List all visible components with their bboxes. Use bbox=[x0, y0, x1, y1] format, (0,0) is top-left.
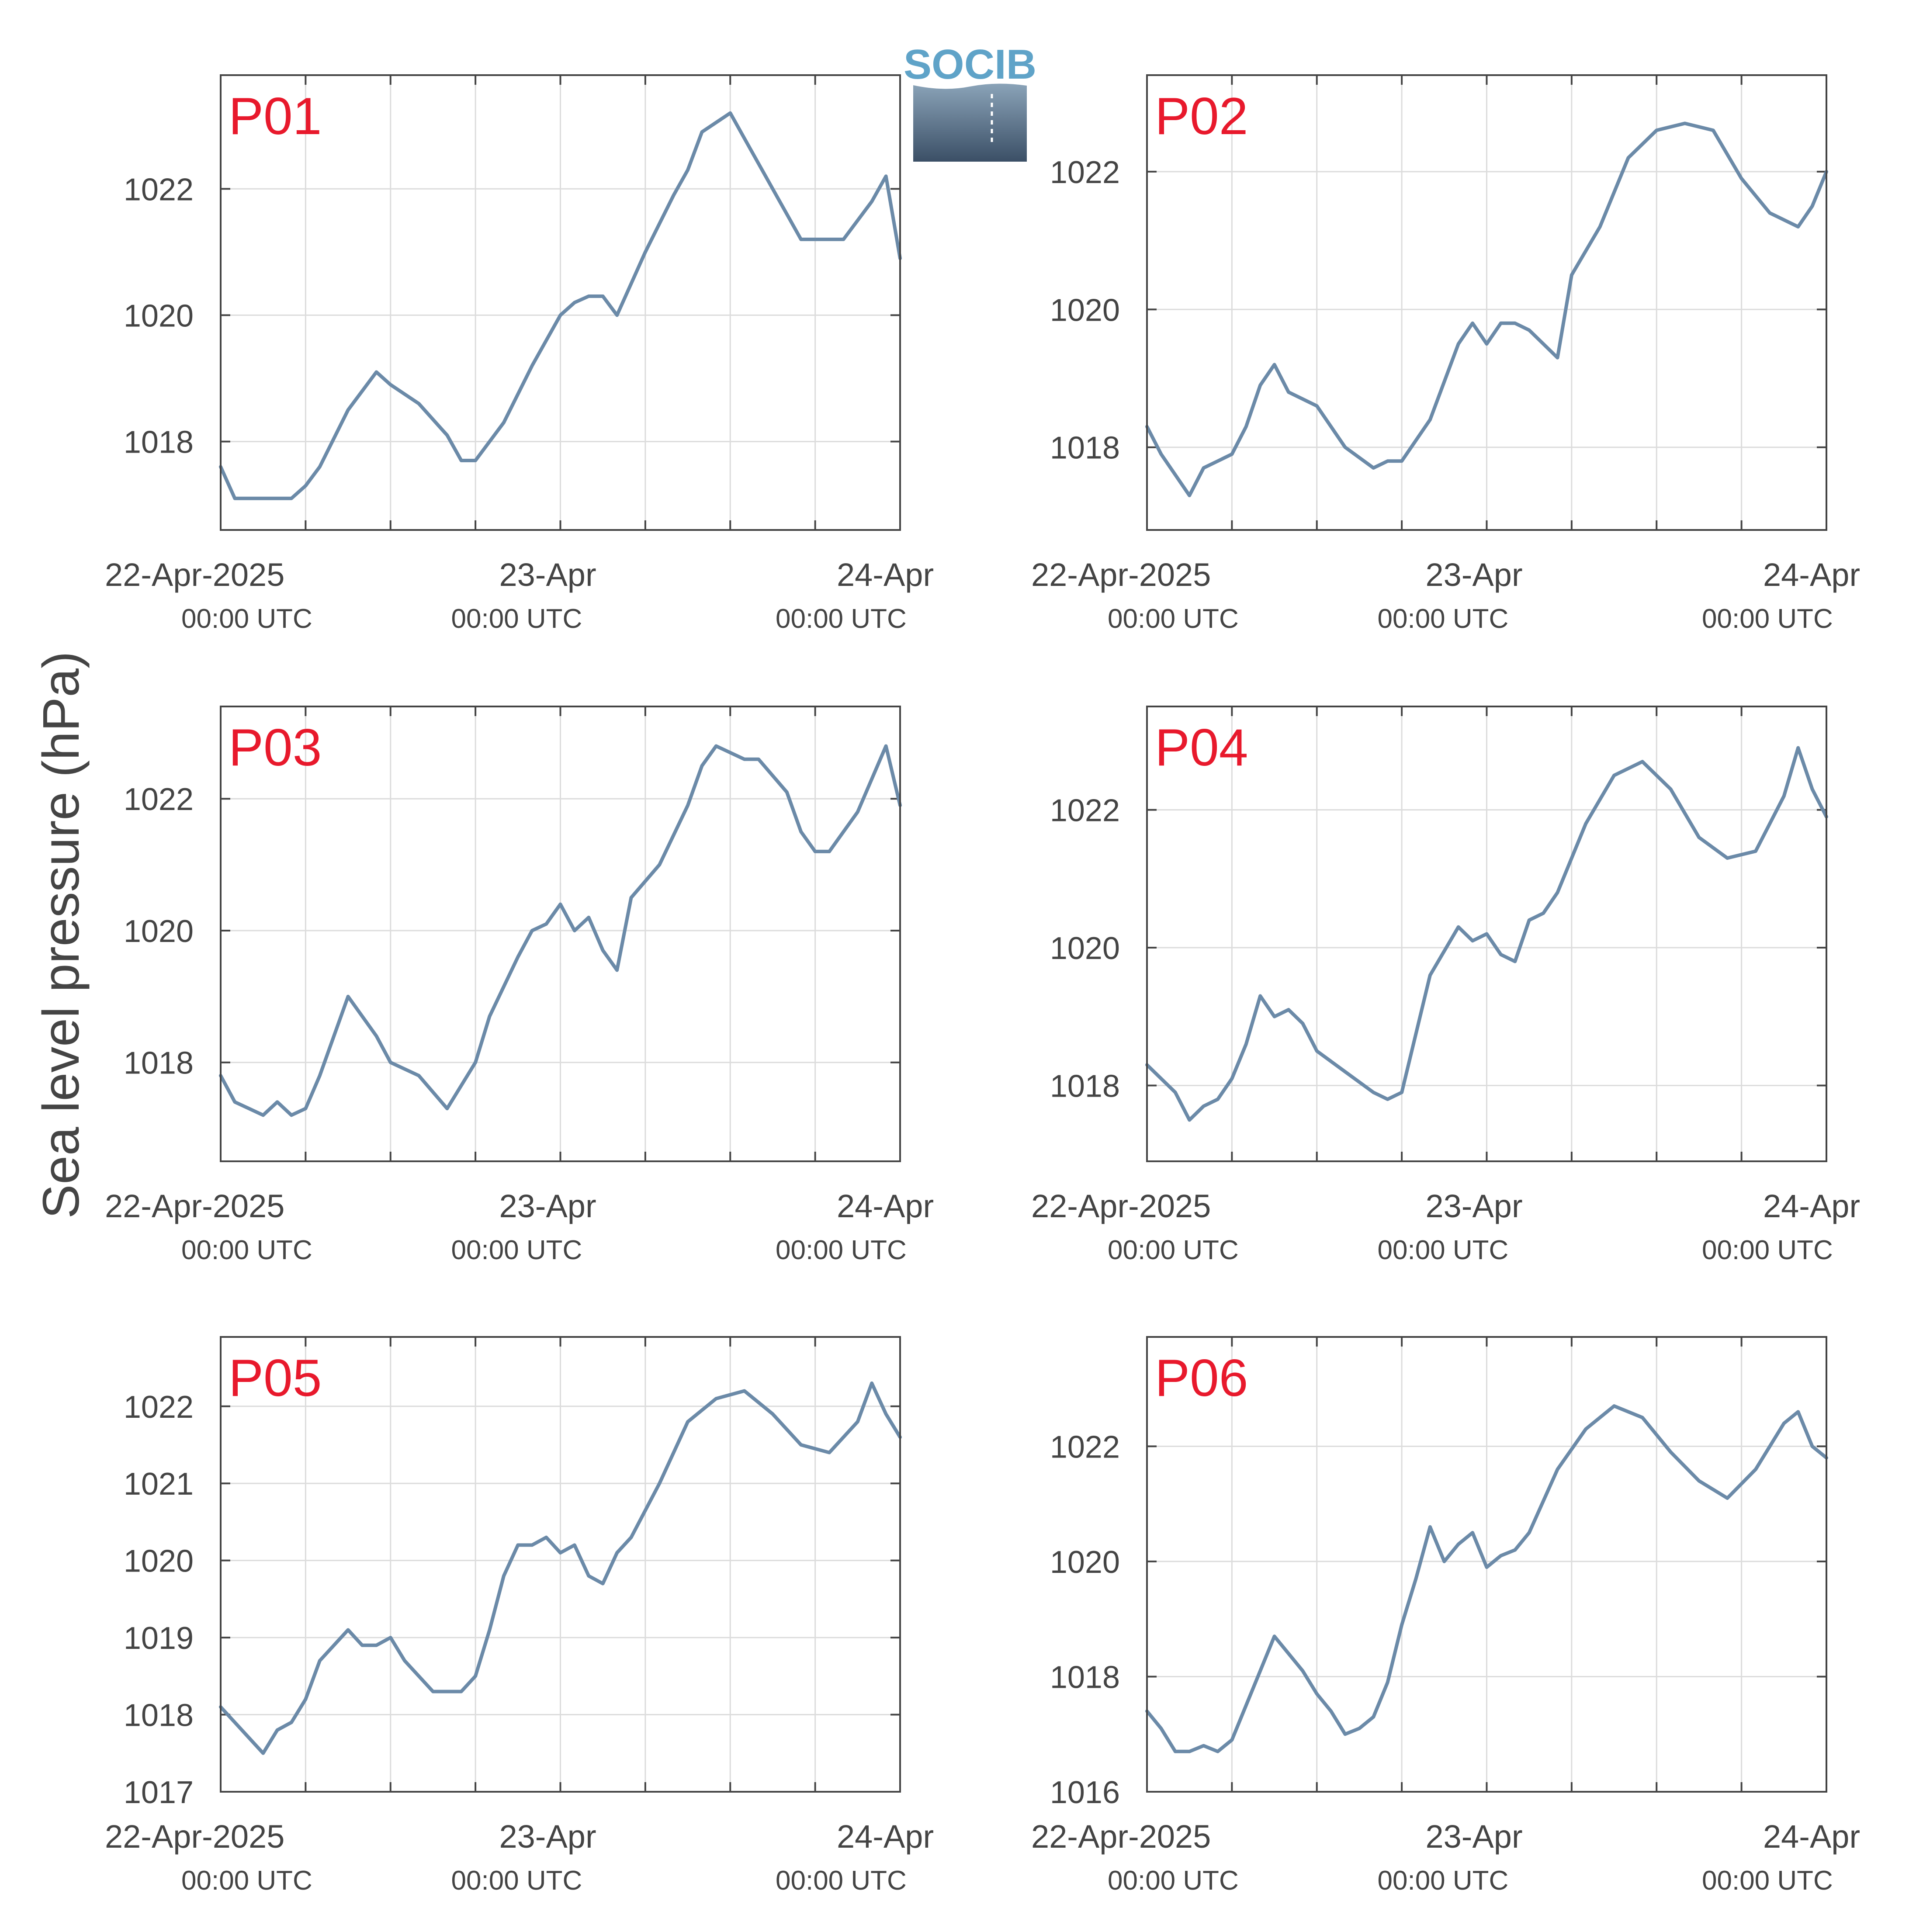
x-tick-label-date: 24-Apr bbox=[1763, 1818, 1860, 1855]
y-tick-label: 1022 bbox=[124, 1390, 194, 1425]
y-tick-label: 1020 bbox=[1050, 931, 1120, 966]
axes-frame bbox=[1146, 706, 1827, 1162]
panel-p04: 1018 1020 1022 22-Apr-2025 00:00 UTC 23-Apr 00… bbox=[1031, 706, 1860, 1265]
series-line bbox=[1145, 1404, 1828, 1753]
y-tick-label: 1018 bbox=[1050, 431, 1120, 466]
x-tick-label-time: 00:00 UTC bbox=[181, 1235, 312, 1265]
socib-logo-text: SOCIB bbox=[904, 41, 1036, 88]
y-tick-label: 1018 bbox=[1050, 1069, 1120, 1104]
x-tick-label-time: 00:00 UTC bbox=[776, 1866, 907, 1896]
x-tick-label-date: 22-Apr-2025 bbox=[105, 557, 284, 593]
y-tick-label: 1022 bbox=[124, 172, 194, 207]
panel-p01: 1018 1020 1022 22-Apr-2025 00:00 UTC 23-Apr 00… bbox=[105, 74, 934, 634]
panel-label: P03 bbox=[229, 718, 322, 777]
x-tick-label-date: 23-Apr bbox=[1426, 1818, 1523, 1855]
series-line bbox=[1145, 746, 1828, 1122]
y-tick-label: 1020 bbox=[124, 1544, 194, 1579]
x-tick-label-time: 00:00 UTC bbox=[181, 604, 312, 634]
x-tick-label-time: 00:00 UTC bbox=[1378, 1866, 1509, 1896]
axes-frame bbox=[220, 74, 901, 531]
x-tick-label-date: 24-Apr bbox=[1763, 557, 1860, 593]
x-tick-label-date: 23-Apr bbox=[1426, 557, 1523, 593]
panel-label: P01 bbox=[229, 87, 322, 145]
x-tick-label-time: 00:00 UTC bbox=[776, 604, 907, 634]
x-tick-label-time: 00:00 UTC bbox=[181, 1866, 312, 1896]
axes-frame bbox=[220, 1336, 901, 1793]
axes-frame bbox=[1146, 74, 1827, 531]
x-tick-label-time: 00:00 UTC bbox=[451, 1866, 582, 1896]
y-tick-label: 1018 bbox=[124, 1046, 194, 1081]
x-tick-label-date: 22-Apr-2025 bbox=[105, 1818, 284, 1855]
x-tick-label-time: 00:00 UTC bbox=[1108, 604, 1239, 634]
series-line bbox=[219, 744, 902, 1117]
y-tick-label: 1020 bbox=[124, 298, 194, 333]
y-tick-label: 1018 bbox=[124, 1698, 194, 1733]
y-tick-label: 1022 bbox=[1050, 155, 1120, 190]
x-tick-label-time: 00:00 UTC bbox=[451, 1235, 582, 1265]
x-tick-label-date: 22-Apr-2025 bbox=[105, 1188, 284, 1224]
x-tick-label-date: 23-Apr bbox=[499, 557, 596, 593]
y-tick-label: 1018 bbox=[1050, 1660, 1120, 1695]
y-tick-label: 1017 bbox=[124, 1775, 194, 1810]
y-tick-label: 1019 bbox=[124, 1621, 194, 1656]
x-tick-label-time: 00:00 UTC bbox=[1702, 604, 1833, 634]
x-tick-label-date: 22-Apr-2025 bbox=[1031, 1818, 1211, 1855]
panel-p03: 1018 1020 1022 22-Apr-2025 00:00 UTC 23-Apr 00… bbox=[105, 706, 934, 1265]
panel-label: P06 bbox=[1155, 1349, 1248, 1407]
y-tick-label: 1022 bbox=[1050, 1430, 1120, 1465]
x-tick-label-time: 00:00 UTC bbox=[1702, 1866, 1833, 1896]
x-tick-label-time: 00:00 UTC bbox=[776, 1235, 907, 1265]
y-tick-label: 1018 bbox=[124, 425, 194, 460]
x-tick-label-time: 00:00 UTC bbox=[1702, 1235, 1833, 1265]
y-tick-label: 1016 bbox=[1050, 1775, 1120, 1810]
axes-frame bbox=[220, 706, 901, 1162]
axes-frame bbox=[1146, 1336, 1827, 1793]
figure-ylabel: Sea level pressure (hPa) bbox=[32, 651, 90, 1219]
panel-label: P05 bbox=[229, 1349, 322, 1407]
x-tick-label-time: 00:00 UTC bbox=[1378, 1235, 1509, 1265]
x-tick-label-date: 23-Apr bbox=[499, 1818, 596, 1855]
x-tick-label-time: 00:00 UTC bbox=[1378, 604, 1509, 634]
panel-p06: 1016 1018 1020 1022 22-Apr-2025 00:00 UTC 23-A… bbox=[1031, 1336, 1860, 1896]
series-line bbox=[1145, 121, 1828, 498]
x-tick-label-time: 00:00 UTC bbox=[451, 604, 582, 634]
series-line bbox=[219, 111, 902, 500]
x-tick-label-time: 00:00 UTC bbox=[1108, 1866, 1239, 1896]
x-tick-label-date: 22-Apr-2025 bbox=[1031, 557, 1211, 593]
panel-p05: 1017 1018 1019 1020 1021 1022 22-Apr-2025 00:00… bbox=[105, 1336, 934, 1896]
y-tick-label: 1022 bbox=[1050, 793, 1120, 828]
panel-p02: 1018 1020 1022 22-Apr-2025 00:00 UTC 23-Apr 00… bbox=[1031, 74, 1860, 634]
x-tick-label-date: 23-Apr bbox=[1426, 1188, 1523, 1224]
y-tick-label: 1020 bbox=[1050, 293, 1120, 328]
y-tick-label: 1020 bbox=[124, 914, 194, 949]
series-line bbox=[219, 1381, 902, 1755]
x-tick-label-date: 24-Apr bbox=[837, 557, 934, 593]
x-tick-label-date: 24-Apr bbox=[837, 1818, 934, 1855]
socib-logo: SOCIB bbox=[904, 41, 1036, 162]
x-tick-label-date: 24-Apr bbox=[1763, 1188, 1860, 1224]
y-tick-label: 1022 bbox=[124, 782, 194, 817]
x-tick-label-date: 22-Apr-2025 bbox=[1031, 1188, 1211, 1224]
x-tick-label-date: 23-Apr bbox=[499, 1188, 596, 1224]
panel-label: P02 bbox=[1155, 87, 1248, 145]
panel-label: P04 bbox=[1155, 718, 1248, 777]
x-tick-label-time: 00:00 UTC bbox=[1108, 1235, 1239, 1265]
y-tick-label: 1021 bbox=[124, 1467, 194, 1502]
y-tick-label: 1020 bbox=[1050, 1545, 1120, 1580]
x-tick-label-date: 24-Apr bbox=[837, 1188, 934, 1224]
